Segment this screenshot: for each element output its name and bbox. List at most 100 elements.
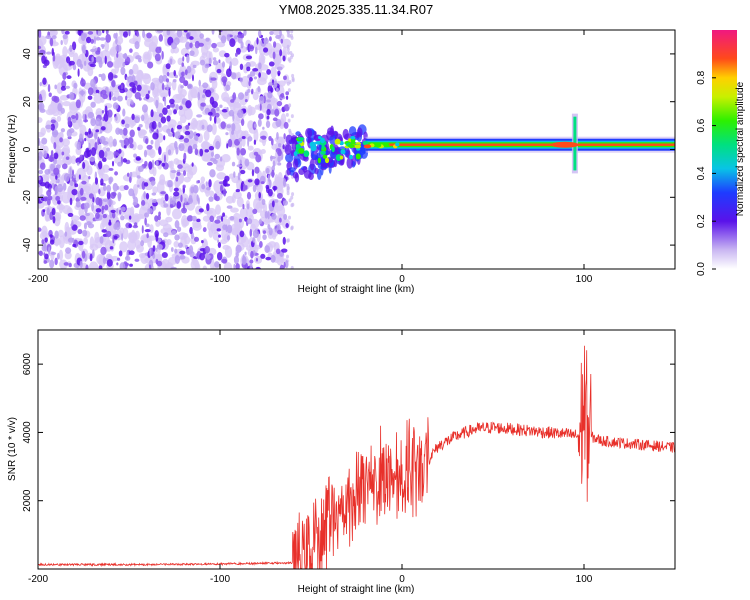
noise-speckle — [276, 192, 283, 199]
noise-speckle — [199, 252, 205, 261]
noise-speckle — [202, 227, 207, 233]
noise-speckle — [226, 124, 232, 129]
noise-speckle — [58, 249, 64, 261]
noise-speckle — [97, 136, 100, 146]
transition-blob — [307, 136, 312, 144]
noise-speckle — [242, 203, 245, 210]
noise-speckle — [262, 230, 267, 234]
noise-speckle — [179, 255, 186, 260]
noise-speckle — [85, 36, 92, 44]
noise-speckle — [258, 219, 263, 225]
noise-speckle — [39, 162, 46, 170]
noise-speckle — [108, 167, 114, 171]
transition-blob — [355, 153, 361, 160]
noise-speckle — [138, 131, 145, 139]
noise-speckle — [105, 30, 109, 36]
noise-speckle — [147, 208, 154, 215]
noise-speckle — [288, 198, 292, 203]
noise-speckle — [44, 181, 50, 189]
noise-speckle — [76, 141, 82, 151]
noise-speckle — [198, 79, 201, 87]
noise-speckle — [51, 182, 55, 189]
noise-speckle — [167, 149, 172, 156]
noise-speckle — [152, 186, 159, 194]
noise-speckle — [264, 245, 271, 253]
noise-speckle — [169, 58, 173, 65]
noise-speckle — [211, 30, 215, 35]
noise-speckle — [203, 130, 210, 141]
noise-speckle — [201, 184, 206, 190]
noise-speckle — [177, 242, 183, 248]
noise-speckle — [151, 192, 157, 196]
noise-speckle — [76, 162, 80, 166]
noise-speckle — [268, 82, 273, 86]
noise-speckle — [212, 60, 219, 66]
noise-speckle — [182, 56, 185, 62]
carrier-blob — [375, 143, 382, 148]
noise-speckle — [160, 116, 167, 124]
noise-speckle — [204, 149, 209, 153]
noise-speckle — [163, 154, 166, 163]
noise-speckle — [164, 97, 167, 107]
noise-speckle — [230, 99, 235, 103]
noise-speckle — [101, 173, 110, 182]
noise-speckle — [95, 110, 104, 117]
noise-speckle — [259, 240, 263, 248]
noise-speckle — [99, 37, 106, 41]
noise-speckle — [275, 248, 281, 255]
noise-speckle — [131, 215, 139, 225]
noise-speckle — [42, 77, 47, 85]
noise-speckle — [258, 52, 265, 65]
noise-speckle — [290, 33, 294, 38]
noise-speckle — [142, 73, 152, 85]
noise-speckle — [277, 72, 280, 77]
noise-speckle — [281, 248, 288, 253]
noise-speckle — [137, 184, 140, 188]
noise-speckle — [235, 244, 242, 253]
noise-speckle — [257, 118, 262, 127]
noise-speckle — [55, 175, 58, 180]
noise-speckle — [83, 237, 88, 245]
noise-speckle — [218, 30, 223, 33]
noise-speckle — [254, 166, 260, 174]
noise-speckle — [111, 79, 116, 88]
noise-speckle — [155, 99, 159, 109]
noise-speckle — [86, 221, 92, 226]
noise-speckle — [43, 196, 48, 202]
noise-speckle — [95, 196, 101, 206]
noise-speckle — [98, 188, 101, 195]
noise-speckle — [114, 222, 121, 231]
noise-speckle — [245, 55, 253, 60]
noise-speckle — [277, 162, 282, 166]
noise-speckle — [145, 93, 150, 100]
noise-speckle — [117, 193, 121, 202]
noise-speckle — [246, 66, 251, 72]
noise-speckle — [77, 228, 83, 235]
noise-speckle — [229, 61, 232, 70]
noise-speckle — [117, 161, 123, 167]
noise-speckle — [122, 108, 126, 117]
transition-blob — [317, 135, 322, 140]
noise-speckle — [79, 124, 87, 136]
transition-blob — [339, 155, 344, 160]
noise-speckle — [286, 30, 290, 35]
noise-speckle — [291, 202, 295, 207]
noise-speckle — [61, 80, 67, 88]
noise-speckle — [78, 207, 85, 218]
noise-speckle — [231, 72, 237, 80]
noise-speckle — [89, 236, 95, 249]
noise-speckle — [65, 156, 70, 161]
colorbar-tick-label: 0.8 — [696, 70, 707, 84]
y-tick-label: -20 — [22, 190, 33, 205]
noise-speckle — [287, 88, 291, 93]
noise-speckle — [150, 180, 156, 186]
noise-speckle — [178, 105, 183, 111]
noise-speckle — [116, 262, 119, 266]
noise-speckle — [38, 137, 41, 146]
noise-speckle — [46, 189, 52, 197]
noise-speckle — [43, 252, 46, 256]
noise-speckle — [222, 244, 230, 250]
noise-speckle — [186, 170, 194, 179]
noise-speckle — [272, 51, 276, 60]
noise-speckle — [88, 142, 91, 151]
